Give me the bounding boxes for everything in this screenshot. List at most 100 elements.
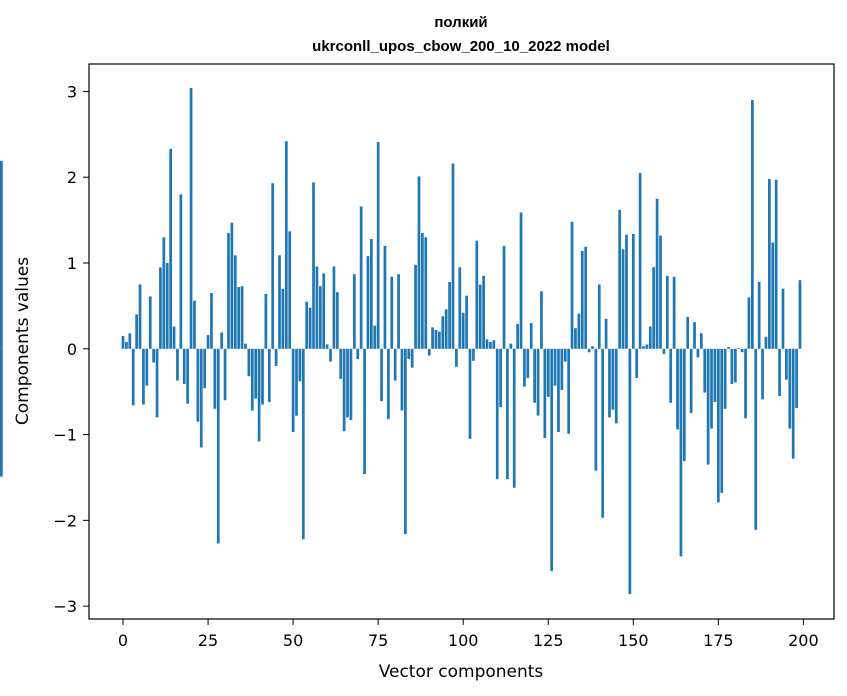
- x-tick-label: 100: [448, 631, 479, 650]
- bar-16: [176, 348, 179, 381]
- bar-103: [472, 348, 475, 361]
- bar-105: [478, 284, 482, 349]
- bar-190: [768, 178, 771, 349]
- bar-120: [529, 323, 533, 349]
- bar-80: [393, 348, 397, 381]
- bar-193: [778, 348, 781, 396]
- bar-196: [788, 348, 792, 429]
- bar-89: [424, 237, 428, 349]
- bar-93: [438, 331, 441, 349]
- bar-167: [689, 348, 693, 414]
- bar-179: [730, 348, 734, 384]
- bar-125: [546, 348, 550, 397]
- bar-3: [131, 348, 135, 406]
- bar-124: [543, 348, 547, 438]
- plot-frame: [88, 63, 835, 620]
- bar-61: [329, 348, 332, 362]
- bar-65: [342, 348, 346, 432]
- bar-67: [349, 348, 353, 420]
- bar-8: [148, 296, 152, 349]
- bar-177: [723, 348, 727, 409]
- bar-64: [339, 348, 343, 379]
- y-tick-label: −1: [53, 426, 77, 445]
- bar-59: [322, 273, 326, 349]
- y-tick-label: 1: [67, 254, 77, 273]
- y-tick-label: 2: [67, 168, 77, 187]
- bar-42: [264, 293, 268, 349]
- bar-121: [533, 348, 536, 403]
- bar-112: [502, 245, 506, 349]
- bar-130: [563, 348, 567, 362]
- bar-96: [448, 281, 451, 349]
- bar-150: [631, 233, 635, 349]
- bar-12: [162, 237, 166, 349]
- bar-147: [621, 249, 625, 349]
- bar-92: [434, 329, 438, 349]
- bar-44: [271, 183, 275, 349]
- x-tick-label: 150: [618, 631, 649, 650]
- bar-4: [135, 314, 138, 349]
- bar-169: [696, 348, 700, 358]
- bar-13: [165, 263, 169, 349]
- bar-78: [387, 348, 390, 420]
- bar-180: [733, 348, 737, 383]
- bar-74: [373, 325, 377, 349]
- bar-151: [635, 348, 639, 378]
- bar-191: [771, 242, 775, 349]
- bar-85: [410, 348, 414, 368]
- bar-57: [315, 266, 319, 349]
- bar-195: [785, 348, 788, 380]
- bar-159: [662, 348, 666, 354]
- bar-178: [727, 347, 730, 349]
- bar-131: [567, 348, 571, 434]
- bar-73: [369, 238, 373, 349]
- bar-53: [301, 348, 305, 540]
- bar-50: [291, 348, 295, 432]
- bar-107: [485, 339, 489, 349]
- bar-19: [186, 348, 190, 404]
- x-tick-label: 200: [788, 631, 819, 650]
- y-axis: 3 2 1 0 −1 −2 −3: [53, 82, 89, 616]
- bars-group: [0, 88, 802, 595]
- bar-148: [625, 234, 628, 349]
- bar-20: [189, 88, 193, 349]
- bar-48: [284, 141, 288, 349]
- bar-31: [227, 232, 230, 349]
- x-tick-label: 25: [198, 631, 218, 650]
- bar-149: [628, 348, 632, 595]
- bar-32: [230, 222, 234, 349]
- bar-115: [512, 348, 516, 488]
- bar-15: [172, 326, 176, 349]
- bar-111: [499, 348, 502, 408]
- bar-113: [506, 348, 509, 480]
- bar-127: [553, 348, 557, 386]
- bar-166: [686, 317, 690, 349]
- bar-182: [740, 348, 744, 353]
- bar-104: [475, 240, 479, 349]
- bar-90: [427, 348, 431, 356]
- chart-title: полкий: [434, 14, 487, 31]
- bar-175: [716, 348, 720, 503]
- bar-99: [458, 267, 462, 349]
- x-axis-label: Vector components: [379, 662, 544, 682]
- bar-22: [196, 348, 200, 422]
- bar-122: [536, 348, 540, 416]
- bar-17: [179, 194, 183, 349]
- bar-47: [281, 288, 285, 349]
- bar-41: [261, 348, 264, 405]
- bar-9: [152, 348, 155, 363]
- bar-106: [482, 275, 485, 349]
- bar-54: [305, 301, 309, 349]
- bar-88: [421, 232, 424, 349]
- bar-109: [492, 340, 496, 349]
- bar-87: [417, 176, 421, 349]
- bar-141: [601, 348, 605, 518]
- bar-undefined: [0, 160, 3, 349]
- bar-139: [594, 348, 598, 471]
- bar-33: [233, 255, 237, 349]
- bar-133: [574, 328, 577, 349]
- bar-11: [159, 267, 162, 349]
- x-tick-label: 75: [368, 631, 388, 650]
- bar-14: [169, 148, 172, 349]
- bar-163: [676, 348, 679, 430]
